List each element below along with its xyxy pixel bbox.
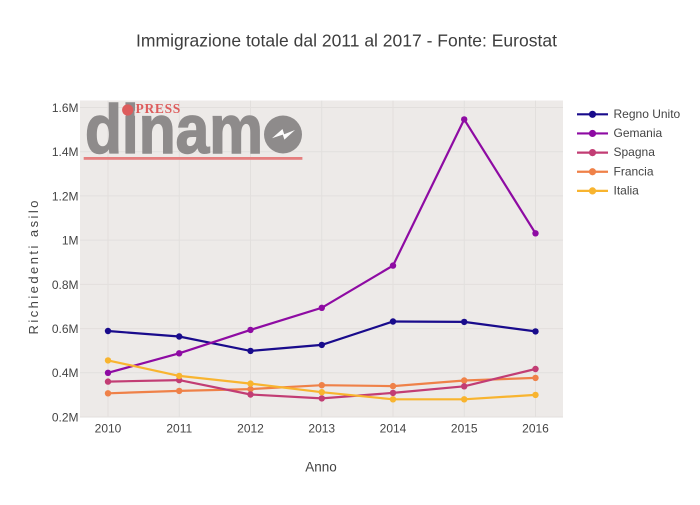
svg-text:0.2M: 0.2M <box>52 410 79 424</box>
svg-text:2014: 2014 <box>380 422 407 436</box>
svg-text:0.4M: 0.4M <box>52 366 79 380</box>
svg-text:0.6M: 0.6M <box>52 322 79 336</box>
svg-text:dinam: dinam <box>85 91 263 168</box>
svg-text:Italia: Italia <box>614 184 640 198</box>
svg-text:1.2M: 1.2M <box>52 189 79 203</box>
svg-text:1M: 1M <box>62 234 79 248</box>
svg-text:Spagna: Spagna <box>614 145 656 159</box>
svg-text:1.6M: 1.6M <box>52 101 79 115</box>
svg-text:1.4M: 1.4M <box>52 145 79 159</box>
svg-text:2013: 2013 <box>308 422 335 436</box>
svg-text:Gemania: Gemania <box>614 126 663 140</box>
svg-text:2012: 2012 <box>237 422 264 436</box>
svg-text:2011: 2011 <box>166 422 192 436</box>
svg-text:0.8M: 0.8M <box>52 278 79 292</box>
svg-text:Immigrazione totale dal 2011 a: Immigrazione totale dal 2011 al 2017 - F… <box>136 31 557 51</box>
svg-text:PRESS: PRESS <box>136 101 182 116</box>
svg-text:2016: 2016 <box>522 422 549 436</box>
svg-text:Anno: Anno <box>305 460 337 475</box>
svg-text:Regno Unito: Regno Unito <box>614 107 681 121</box>
svg-text:Francia: Francia <box>614 164 654 178</box>
svg-text:2010: 2010 <box>95 422 122 436</box>
svg-text:2015: 2015 <box>451 422 478 436</box>
